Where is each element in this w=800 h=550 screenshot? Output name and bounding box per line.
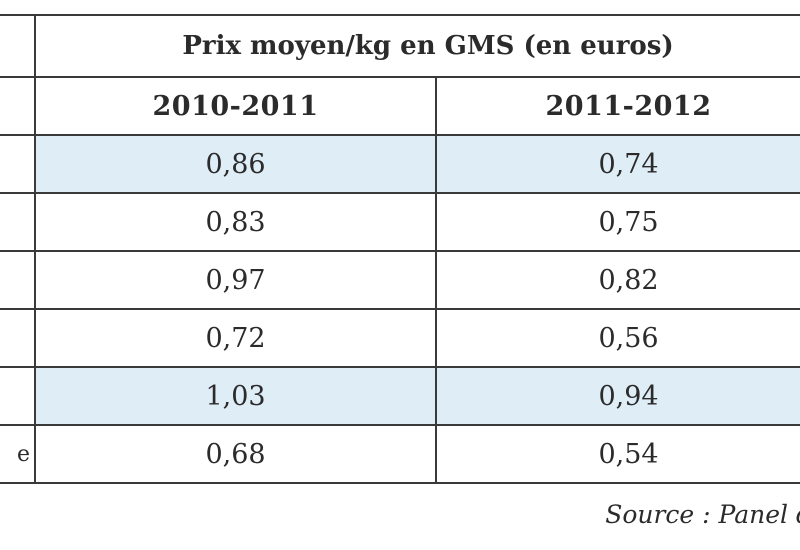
cell-2010-2011: 0,86 [34, 134, 437, 194]
cell-2010-2011: 0,83 [34, 192, 437, 252]
table-row: 0,83 0,75 [0, 192, 800, 252]
price-table-container: Prix moyen/kg en GMS (en euros) 2010-201… [0, 14, 800, 484]
cell-2011-2012: 0,74 [434, 134, 800, 194]
cell-2011-2012: 0,54 [434, 424, 800, 484]
table-row: 0,97 0,82 [0, 250, 800, 310]
cell-2010-2011: 1,03 [34, 366, 437, 426]
row-label [0, 250, 36, 310]
header-label-cell [0, 76, 36, 136]
table-row: 1,03 0,94 [0, 366, 800, 426]
table-header-row: 2010-2011 2011-2012 [0, 76, 800, 136]
cell-2011-2012: 0,75 [434, 192, 800, 252]
price-table: Prix moyen/kg en GMS (en euros) 2010-201… [0, 14, 800, 484]
source-note: Source : Panel d [605, 500, 800, 529]
column-header-2011-2012: 2011-2012 [434, 76, 800, 136]
column-header-2010-2011: 2010-2011 [34, 76, 437, 136]
table-row: 0,72 0,56 [0, 308, 800, 368]
row-label [0, 134, 36, 194]
cell-2010-2011: 0,72 [34, 308, 437, 368]
cell-2010-2011: 0,68 [34, 424, 437, 484]
table-row: 0,86 0,74 [0, 134, 800, 194]
cell-2011-2012: 0,56 [434, 308, 800, 368]
row-label [0, 192, 36, 252]
cell-2011-2012: 0,82 [434, 250, 800, 310]
row-label [0, 366, 36, 426]
table-title-row: Prix moyen/kg en GMS (en euros) [0, 14, 800, 78]
table-row: e 0,68 0,54 [0, 424, 800, 484]
table-title: Prix moyen/kg en GMS (en euros) [33, 14, 800, 78]
row-label: e [0, 424, 36, 484]
cell-2010-2011: 0,97 [34, 250, 437, 310]
cell-2011-2012: 0,94 [434, 366, 800, 426]
row-label [0, 308, 36, 368]
corner-cell [0, 14, 36, 78]
